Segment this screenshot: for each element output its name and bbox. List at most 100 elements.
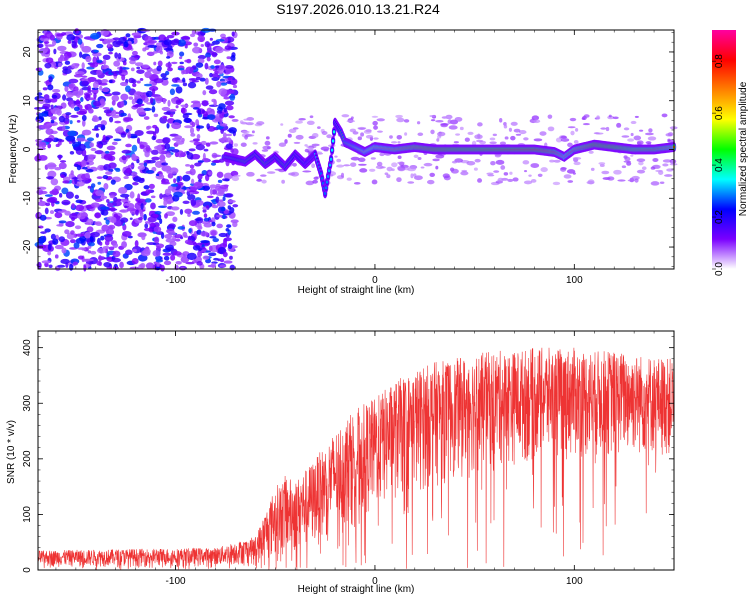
spectrogram-noise-blob [220, 128, 224, 134]
spectrogram-noise-blob [173, 178, 177, 184]
spectrogram-noise-blob [203, 217, 210, 222]
spectrogram-speckle [252, 142, 258, 145]
spectrogram-noise-blob [152, 250, 161, 257]
spectrogram-noise-blob [125, 154, 131, 159]
spectrogram-noise-blob [109, 107, 114, 111]
spectrogram-noise-blob [111, 257, 121, 263]
spectrogram-noise-blob [35, 67, 43, 72]
spectrogram-speckle [503, 121, 507, 126]
spectrogram-noise-blob [229, 94, 236, 101]
spectrogram-noise-blob [75, 181, 85, 187]
spectrogram-noise-blob [50, 178, 59, 186]
spectrogram-noise-blob [36, 186, 47, 190]
spectrogram-speckle [442, 173, 450, 179]
spectrogram-noise-blob [132, 104, 142, 108]
spectrogram-speckle [627, 138, 635, 142]
spectrogram-x-ticks: -100 0 100 [55, 30, 675, 286]
spectrogram-noise-blob [81, 78, 89, 82]
spectrogram-speckle [410, 173, 414, 179]
spectrogram-noise-blob [36, 140, 44, 148]
spectrogram-noise-blob [197, 58, 205, 64]
spectrogram-noise-blob [49, 210, 55, 214]
spectrogram-speckle [384, 172, 389, 176]
spectrogram-noise-blob [83, 154, 88, 162]
spectrogram-speckle [417, 132, 424, 137]
spectrogram-noise-blob [211, 51, 218, 58]
spectrogram-noise-blob [96, 69, 103, 76]
spectrogram-noise-blob [52, 238, 59, 245]
spectrogram-noise-blob [58, 154, 62, 161]
y-tick-label: 400 [22, 339, 33, 356]
spectrogram-speckle [621, 165, 627, 169]
spectrogram-speckle [662, 159, 672, 163]
spectrogram-noise-blob [86, 218, 94, 226]
spectrogram-noise-blob [81, 75, 88, 78]
spectrogram-noise-blob [57, 210, 66, 213]
spectrogram-noise-blob [223, 172, 234, 180]
spectrogram-noise-blob [218, 88, 227, 96]
spectrogram-noise-blob [104, 150, 110, 154]
spectrogram-noise-blob [217, 188, 225, 195]
spectrogram-speckle [499, 141, 507, 145]
spectrogram-noise-blob [81, 114, 87, 122]
spectrogram-noise-blob [134, 202, 142, 210]
spectrogram-noise-blob [36, 113, 47, 117]
spectrogram-noise-blob [153, 61, 157, 66]
spectrogram-noise-blob [145, 170, 155, 174]
spectrogram-noise-blob [75, 204, 85, 212]
spectrogram-noise-blob [163, 199, 168, 207]
spectrogram-speckle [396, 177, 402, 183]
spectrogram-noise-blob [38, 155, 48, 161]
spectrogram-noise-blob [167, 44, 173, 51]
spectrogram-noise-blob [209, 235, 217, 239]
spectrogram-noise-blob [161, 165, 172, 172]
spectrogram-speckle [242, 130, 250, 134]
spectrogram-noise-blob [139, 144, 145, 150]
spectrogram-speckle [256, 178, 263, 182]
spectrogram-speckle [518, 130, 527, 135]
spectrogram-noise-blob [182, 200, 190, 204]
spectrogram-speckle [435, 165, 439, 170]
spectrogram-speckle [260, 174, 267, 177]
spectrogram-speckle [391, 162, 398, 168]
spectrogram-speckle [350, 156, 360, 161]
spectrogram-noise-blob [106, 145, 116, 151]
spectrogram-noise-blob [195, 62, 204, 68]
spectrogram-noise-blob [90, 183, 96, 189]
spectrogram-speckle [634, 115, 639, 118]
spectrogram-noise-blob [208, 245, 213, 252]
spectrogram-noise-blob [109, 79, 113, 84]
spectrogram-noise-blob [216, 171, 224, 178]
spectrogram-noise-blob [44, 207, 49, 215]
spectrogram-noise-blob [143, 227, 153, 232]
spectrogram-noise-blob [164, 213, 168, 219]
spectrogram-speckle [371, 115, 379, 118]
spectrogram-noise-blob [102, 54, 111, 61]
spectrogram-noise-blob [219, 258, 225, 263]
spectrogram-noise-blob [70, 170, 74, 176]
spectrogram-noise-blob [154, 95, 163, 101]
spectrogram-speckle [453, 141, 459, 144]
spectrogram-speckle [566, 169, 576, 174]
spectrogram-noise-blob [70, 103, 75, 109]
spectrogram-noise-blob [65, 92, 74, 98]
spectrogram-speckle [537, 173, 543, 178]
spectrogram-noise-blob [98, 255, 102, 262]
spectrogram-noise-blob [162, 98, 167, 104]
spectrogram-noise-blob [85, 172, 90, 178]
spectrogram-speckle [582, 123, 591, 126]
spectrogram-speckle [454, 116, 463, 122]
spectrogram-speckle [650, 166, 656, 170]
spectrogram-speckle [284, 139, 288, 144]
spectrogram-noise-blob [147, 216, 157, 223]
spectrogram-speckle [596, 116, 601, 120]
spectrogram-noise-blob [208, 252, 217, 257]
spectrogram-noise-blob [113, 138, 122, 142]
spectrogram-speckle [435, 119, 444, 123]
spectrogram-speckle [313, 176, 319, 180]
spectrogram-noise-blob [170, 183, 179, 187]
spectrogram-noise-blob [120, 132, 127, 138]
spectrogram-speckle [539, 131, 547, 136]
spectrogram-speckle [540, 167, 548, 173]
spectrogram-noise-blob [200, 44, 205, 48]
